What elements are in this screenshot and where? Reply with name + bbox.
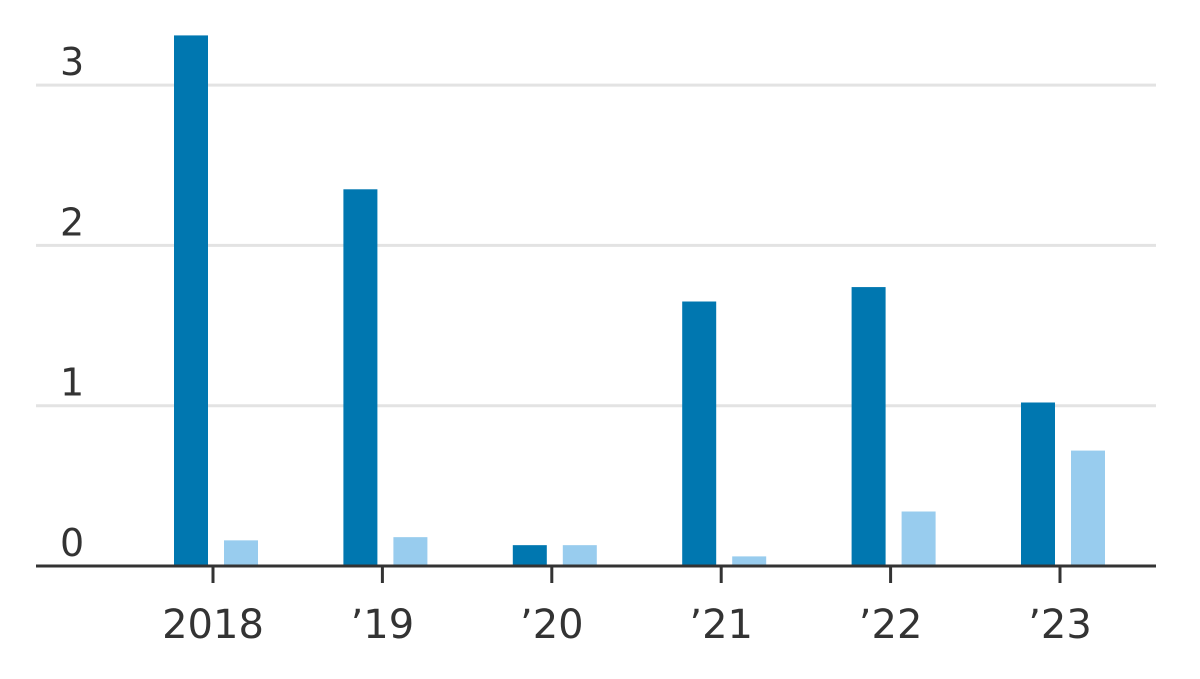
y-tick-label: 1 xyxy=(60,361,84,405)
x-tick-label: 2018 xyxy=(162,602,264,648)
x-tick-label: ’23 xyxy=(1028,602,1092,648)
bar-light xyxy=(732,556,767,566)
bar-light xyxy=(1071,450,1105,566)
bar-dark xyxy=(1021,402,1055,566)
y-tick-label: 3 xyxy=(60,40,84,84)
bar-light xyxy=(562,545,597,566)
bar-light xyxy=(393,537,428,566)
bar-dark xyxy=(343,189,378,567)
bar-light xyxy=(901,511,936,566)
y-tick-label: 0 xyxy=(60,521,84,565)
x-tick-label: ’19 xyxy=(351,602,415,648)
bar-light xyxy=(224,540,258,566)
bar-dark xyxy=(851,287,886,566)
bar-dark xyxy=(174,35,208,567)
x-tick-label: ’21 xyxy=(689,602,753,648)
x-tick-label: ’20 xyxy=(520,602,584,648)
bar-dark xyxy=(682,301,717,566)
y-tick-label: 2 xyxy=(60,200,84,244)
x-tick-label: ’22 xyxy=(859,602,923,648)
bar-dark xyxy=(512,545,547,566)
